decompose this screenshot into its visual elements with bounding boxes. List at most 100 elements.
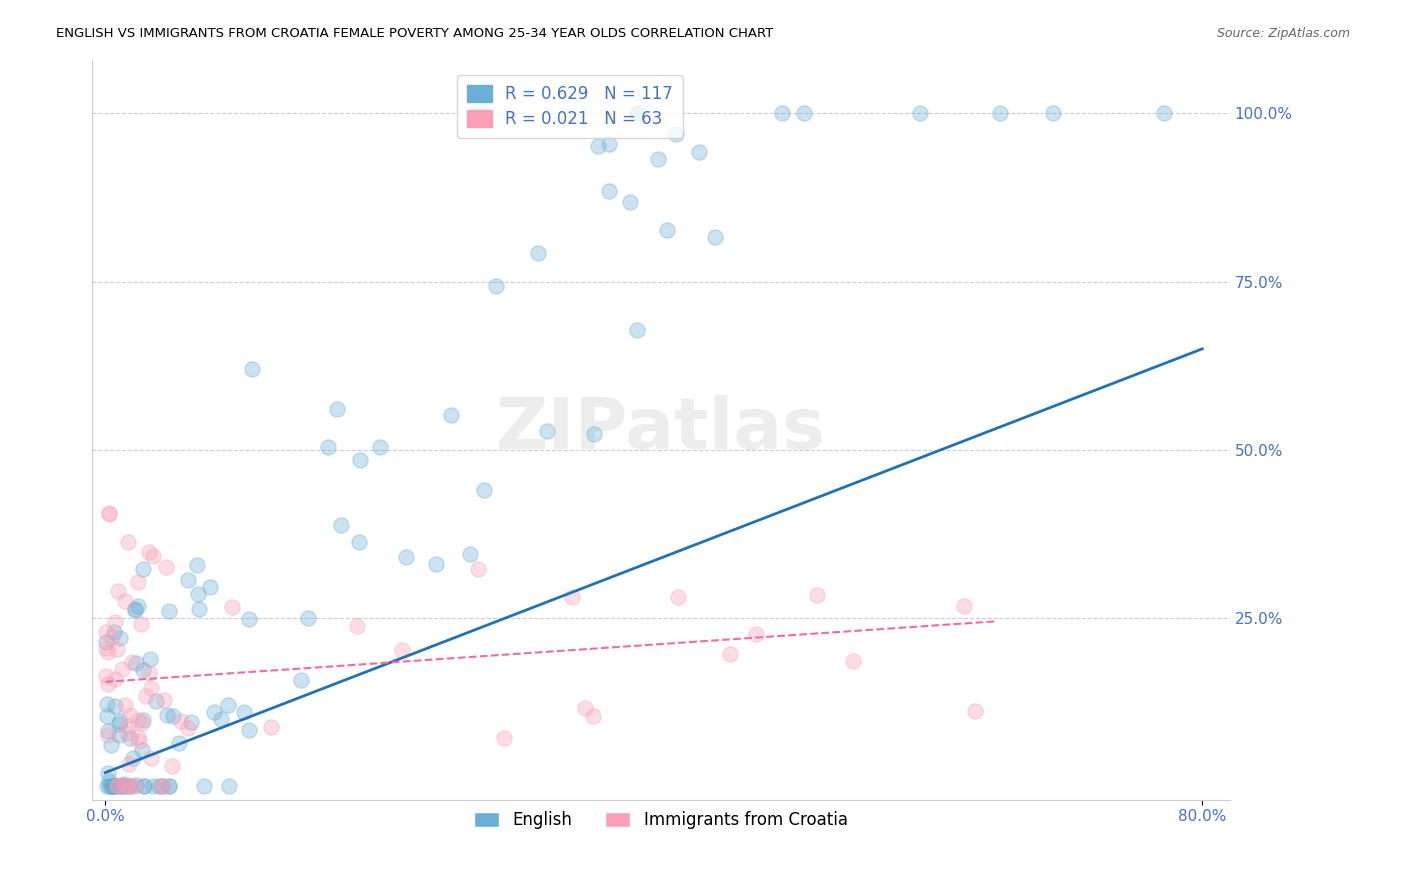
Point bbox=[177, 573, 200, 587]
Point bbox=[346, 618, 368, 632]
Point bbox=[162, 708, 184, 723]
Point bbox=[112, 778, 135, 792]
Point bbox=[485, 278, 508, 293]
Point bbox=[153, 693, 176, 707]
Point bbox=[97, 724, 120, 739]
Point bbox=[704, 230, 727, 244]
Point bbox=[582, 709, 605, 723]
Point bbox=[157, 604, 180, 618]
Point bbox=[138, 545, 160, 559]
Point bbox=[139, 652, 162, 666]
Point bbox=[145, 694, 167, 708]
Point bbox=[120, 731, 142, 745]
Point bbox=[316, 440, 339, 454]
Point bbox=[98, 506, 121, 520]
Point bbox=[134, 779, 156, 793]
Point bbox=[770, 106, 793, 120]
Point bbox=[232, 706, 254, 720]
Point bbox=[103, 779, 125, 793]
Point bbox=[117, 779, 139, 793]
Point bbox=[440, 409, 463, 423]
Point bbox=[139, 751, 162, 765]
Point bbox=[96, 709, 118, 723]
Point bbox=[101, 779, 124, 793]
Point bbox=[98, 774, 121, 789]
Point bbox=[142, 779, 165, 793]
Point bbox=[221, 599, 243, 614]
Point bbox=[965, 704, 987, 718]
Point bbox=[297, 611, 319, 625]
Point bbox=[157, 779, 180, 793]
Point bbox=[132, 779, 155, 793]
Point bbox=[177, 721, 200, 735]
Point bbox=[117, 719, 139, 733]
Point bbox=[582, 427, 605, 442]
Point bbox=[536, 424, 558, 438]
Point bbox=[111, 661, 134, 675]
Point bbox=[127, 713, 149, 727]
Point bbox=[110, 779, 132, 793]
Point bbox=[103, 779, 125, 793]
Point bbox=[157, 779, 180, 793]
Legend: English, Immigrants from Croatia: English, Immigrants from Croatia bbox=[467, 805, 855, 836]
Point bbox=[494, 731, 516, 746]
Point bbox=[122, 779, 145, 793]
Point bbox=[104, 698, 127, 713]
Point bbox=[586, 139, 609, 153]
Point bbox=[118, 756, 141, 771]
Point bbox=[217, 698, 239, 713]
Point bbox=[108, 714, 131, 728]
Point bbox=[155, 559, 177, 574]
Point bbox=[152, 779, 174, 793]
Point bbox=[122, 751, 145, 765]
Point bbox=[115, 726, 138, 740]
Point bbox=[156, 707, 179, 722]
Point bbox=[806, 588, 828, 602]
Point bbox=[124, 601, 146, 615]
Point bbox=[125, 656, 148, 670]
Point bbox=[97, 645, 120, 659]
Point bbox=[626, 323, 648, 337]
Point bbox=[131, 743, 153, 757]
Point bbox=[526, 245, 548, 260]
Point bbox=[395, 550, 418, 565]
Point bbox=[98, 507, 121, 521]
Point bbox=[326, 401, 349, 416]
Point bbox=[103, 672, 125, 686]
Point bbox=[665, 128, 688, 142]
Point bbox=[218, 779, 240, 793]
Point bbox=[103, 779, 125, 793]
Point bbox=[108, 631, 131, 645]
Point bbox=[368, 440, 391, 454]
Point bbox=[108, 717, 131, 731]
Point bbox=[97, 765, 120, 780]
Point bbox=[110, 779, 132, 793]
Point bbox=[425, 557, 447, 571]
Point bbox=[193, 779, 215, 793]
Point bbox=[472, 483, 495, 497]
Point bbox=[668, 590, 690, 604]
Point bbox=[101, 779, 124, 793]
Point bbox=[98, 779, 121, 793]
Point bbox=[561, 590, 583, 604]
Point bbox=[574, 701, 596, 715]
Point bbox=[100, 779, 122, 793]
Point bbox=[132, 663, 155, 677]
Point bbox=[149, 779, 172, 793]
Point bbox=[1153, 106, 1175, 120]
Point bbox=[108, 728, 131, 742]
Point bbox=[107, 778, 129, 792]
Point bbox=[128, 734, 150, 748]
Point bbox=[114, 594, 136, 608]
Point bbox=[101, 631, 124, 645]
Point bbox=[125, 778, 148, 792]
Point bbox=[655, 223, 678, 237]
Point bbox=[391, 643, 413, 657]
Point bbox=[129, 616, 152, 631]
Point bbox=[188, 602, 211, 616]
Point bbox=[114, 779, 136, 793]
Point bbox=[745, 627, 768, 641]
Point bbox=[242, 362, 264, 376]
Point bbox=[135, 689, 157, 703]
Point bbox=[647, 153, 669, 167]
